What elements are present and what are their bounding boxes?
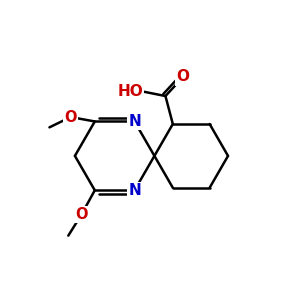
Text: N: N <box>128 183 141 198</box>
Text: O: O <box>75 207 88 222</box>
Text: O: O <box>64 110 77 124</box>
Text: O: O <box>177 69 190 84</box>
Text: N: N <box>128 114 141 129</box>
Text: HO: HO <box>117 84 143 99</box>
